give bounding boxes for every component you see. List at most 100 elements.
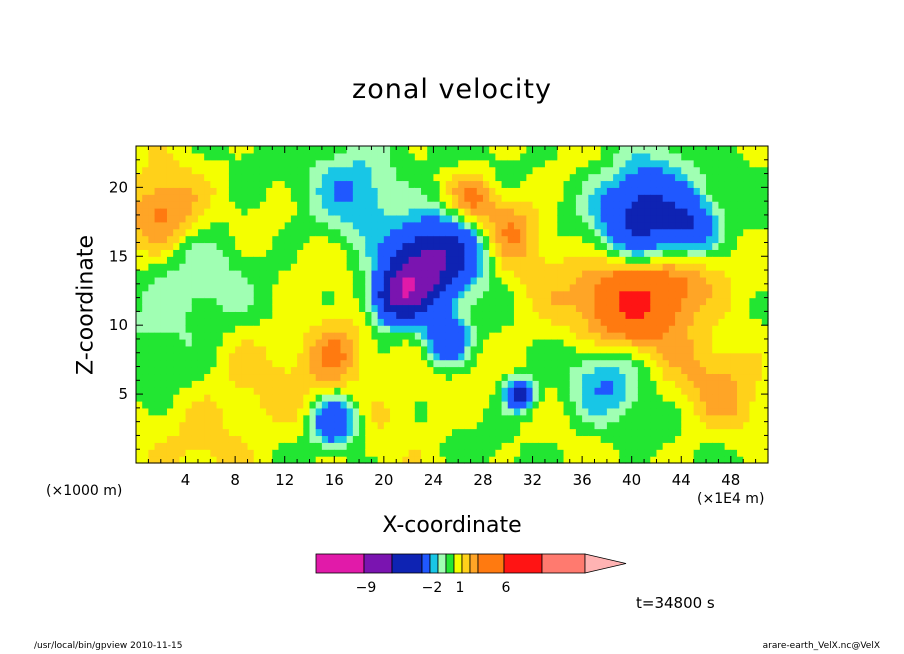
field-cell [216, 242, 224, 250]
field-cell [699, 276, 707, 285]
field-cell [637, 214, 645, 223]
field-cell [625, 166, 633, 175]
field-cell [520, 338, 527, 347]
field-cell [185, 400, 193, 409]
field-cell [197, 270, 205, 278]
field-cell [297, 290, 304, 299]
field-cell [681, 456, 689, 464]
field-cell [334, 201, 342, 209]
field-cell [600, 228, 608, 237]
field-cell [644, 373, 651, 381]
field-cell [334, 249, 342, 257]
field-cell [569, 325, 577, 333]
field-cell [321, 352, 329, 361]
field-cell [390, 428, 397, 437]
field-cell [513, 428, 521, 437]
field-cell [675, 173, 682, 182]
field-cell [352, 345, 360, 354]
field-cell [241, 208, 249, 216]
field-cell [377, 201, 385, 209]
field-cell [191, 146, 199, 154]
field-cell [706, 387, 713, 395]
field-cell [600, 311, 608, 319]
field-cell [321, 428, 329, 437]
field-cell [210, 373, 218, 381]
field-cell [235, 352, 242, 361]
field-cell [427, 449, 435, 457]
field-cell [520, 256, 527, 264]
field-cell [160, 290, 168, 299]
field-cell [228, 380, 236, 388]
field-cell [501, 332, 509, 340]
field-cell [228, 449, 236, 457]
field-cell [222, 235, 230, 244]
field-cell [544, 235, 552, 244]
field-cell [520, 304, 527, 312]
field-cell [148, 400, 156, 409]
field-cell [266, 187, 273, 195]
field-cell [216, 373, 224, 381]
field-cell [278, 201, 286, 209]
field-cell [489, 290, 496, 299]
field-cell [489, 159, 496, 168]
field-cell [408, 152, 416, 161]
field-cell [166, 318, 174, 326]
field-cell [687, 208, 695, 216]
field-cell [408, 400, 416, 409]
field-cell [142, 400, 149, 409]
field-cell [439, 387, 447, 395]
field-cell [452, 290, 459, 299]
field-cell [730, 345, 738, 354]
field-cell [482, 414, 490, 423]
field-cell [712, 442, 720, 450]
field-cell [452, 311, 459, 319]
field-cell [340, 414, 348, 423]
field-cell [699, 228, 707, 237]
field-cell [290, 332, 298, 340]
field-cell [575, 332, 583, 340]
field-cell [619, 421, 627, 430]
field-cell [321, 276, 329, 285]
field-cell [433, 249, 441, 257]
field-cell [464, 166, 472, 175]
field-cell [340, 235, 348, 244]
field-cell [495, 435, 503, 443]
field-cell [513, 414, 521, 423]
field-cell [712, 263, 720, 271]
field-cell [290, 428, 298, 437]
field-cell [272, 352, 280, 361]
field-cell [495, 180, 503, 188]
field-cell [259, 146, 267, 154]
field-cell [557, 449, 565, 457]
field-cell [278, 256, 286, 264]
field-cell [588, 311, 596, 319]
field-cell [650, 263, 658, 271]
field-cell [613, 421, 620, 430]
field-cell [644, 345, 651, 354]
field-cell [606, 166, 614, 175]
field-cell [266, 325, 273, 333]
field-cell [185, 449, 193, 457]
field-cell [142, 235, 149, 244]
field-cell [278, 345, 286, 354]
field-cell [563, 318, 571, 326]
field-cell [625, 221, 633, 230]
field-cell [730, 214, 738, 223]
field-cell [191, 373, 199, 381]
field-cell [359, 325, 366, 333]
field-cell [346, 146, 354, 154]
field-cell [557, 249, 565, 257]
field-cell [253, 159, 261, 168]
field-cell [662, 283, 670, 292]
field-cell [489, 435, 496, 443]
field-cell [681, 249, 689, 257]
field-cell [656, 325, 664, 333]
field-cell [737, 297, 744, 306]
field-cell [538, 194, 546, 202]
field-cell [513, 352, 521, 361]
field-cell [148, 442, 156, 450]
field-cell [247, 159, 255, 168]
field-cell [675, 421, 682, 430]
field-cell [408, 414, 416, 423]
field-cell [142, 187, 149, 195]
